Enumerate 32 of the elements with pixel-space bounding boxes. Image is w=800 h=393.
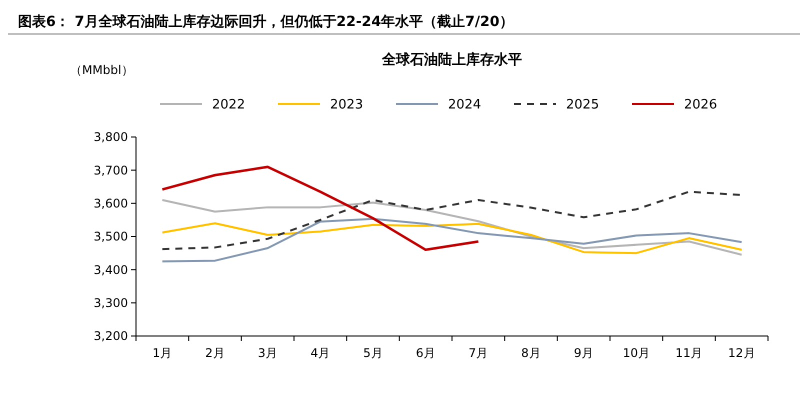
x-tick-label: 11月 [675, 346, 703, 360]
line-series [161, 222, 743, 254]
y-tick-label: 3,500 [94, 230, 128, 244]
legend-label: 2026 [684, 98, 718, 113]
x-tick-label: 2月 [205, 346, 225, 360]
line-series [161, 218, 743, 262]
y-tick-label: 3,400 [94, 262, 128, 277]
x-tick-label: 6月 [416, 346, 436, 360]
legend-label: 2022 [212, 98, 246, 113]
y-axis-title: （MMbbl） [70, 63, 134, 77]
y-tick-label: 3,600 [94, 196, 128, 211]
legend-label: 2023 [330, 98, 364, 113]
line-series [161, 199, 743, 256]
x-tick-label: 7月 [468, 346, 488, 360]
y-tick-label: 3,300 [94, 296, 128, 310]
line-series [161, 166, 480, 252]
x-tick-label: 3月 [258, 346, 278, 360]
y-tick-label: 3,200 [94, 329, 128, 344]
y-tick-label: 3,700 [94, 163, 128, 178]
legend-label: 2025 [566, 98, 600, 113]
line-series [161, 190, 743, 250]
x-tick-label: 1月 [152, 346, 172, 360]
legend-label: 2024 [448, 98, 482, 113]
chart-subtitle: 全球石油陆上库存水平 [381, 51, 522, 68]
x-tick-label: 12月 [728, 346, 756, 360]
x-tick-label: 8月 [521, 346, 541, 360]
x-tick-label: 5月 [363, 346, 383, 360]
chart-title: 图表6： 7月全球石油陆上库存边际回升，但仍低于22-24年水平（截止7/20） [18, 13, 514, 30]
x-tick-label: 4月 [310, 346, 330, 360]
x-tick-label: 10月 [622, 346, 650, 360]
y-tick-label: 3,800 [94, 130, 128, 144]
x-tick-label: 9月 [574, 346, 594, 360]
